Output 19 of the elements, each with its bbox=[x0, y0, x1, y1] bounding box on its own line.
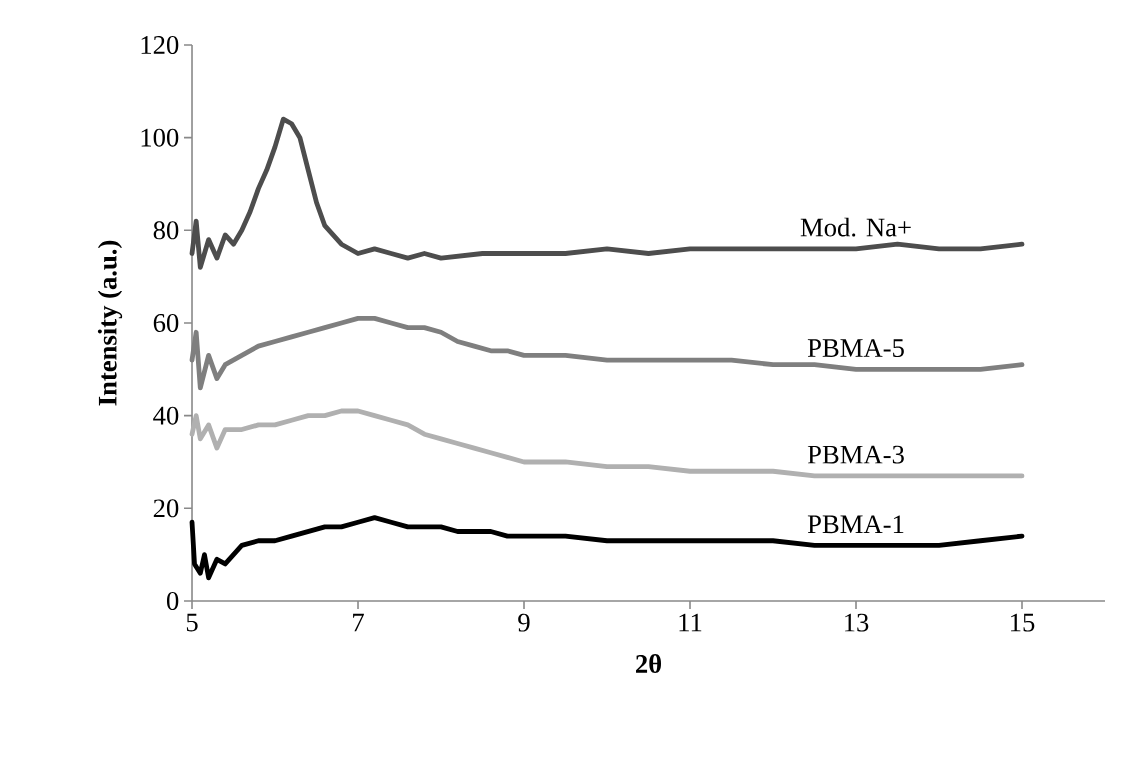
y-tick-label: 100 bbox=[141, 128, 179, 147]
y-tick-label: 120 bbox=[141, 35, 179, 54]
series-label: PBMA-1 bbox=[807, 515, 904, 534]
x-tick-label: 9 bbox=[518, 613, 530, 632]
x-tick-label: 5 bbox=[186, 613, 198, 632]
series-label: PBMA-3 bbox=[807, 445, 904, 464]
x-tick-label: 7 bbox=[353, 613, 364, 632]
x-axis-title: 2θ bbox=[636, 654, 662, 673]
y-tick-label: 80 bbox=[153, 221, 179, 240]
y-tick-label: 40 bbox=[153, 406, 179, 425]
y-tick-label: 60 bbox=[153, 313, 179, 332]
y-tick-label: 0 bbox=[166, 591, 179, 610]
x-tick-label: 11 bbox=[679, 613, 702, 632]
series-label: Mod. Na+ bbox=[800, 217, 911, 237]
y-axis-title: Intensity (a.u.) bbox=[97, 240, 123, 406]
x-tick-label: 15 bbox=[1011, 613, 1035, 632]
y-tick-label: 20 bbox=[153, 499, 179, 518]
series-label: PBMA-5 bbox=[807, 339, 904, 358]
x-tick-label: 13 bbox=[845, 613, 869, 632]
